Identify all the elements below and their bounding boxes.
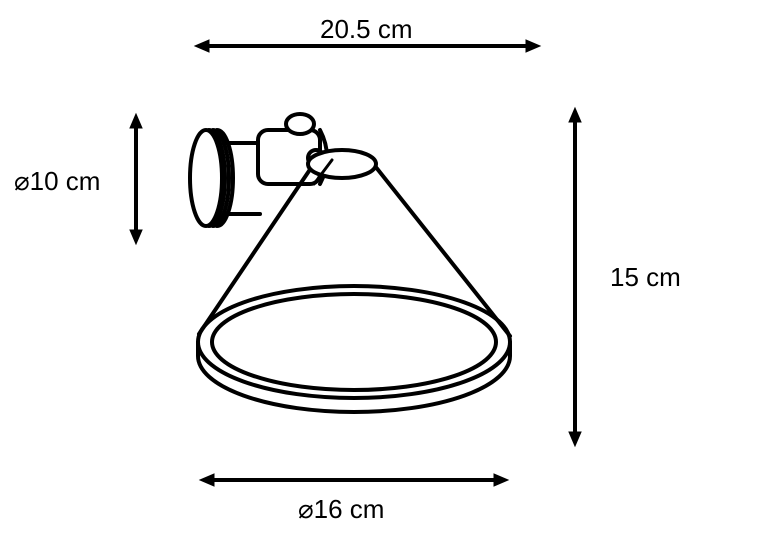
technical-drawing: 20.5 cm ⌀10 cm 15 cm ⌀16 cm (0, 0, 768, 536)
dim-top-label: 20.5 cm (320, 14, 413, 45)
dim-bottom-label: ⌀16 cm (298, 494, 384, 525)
dim-right-label: 15 cm (610, 262, 681, 293)
dim-left-label: ⌀10 cm (14, 166, 100, 197)
